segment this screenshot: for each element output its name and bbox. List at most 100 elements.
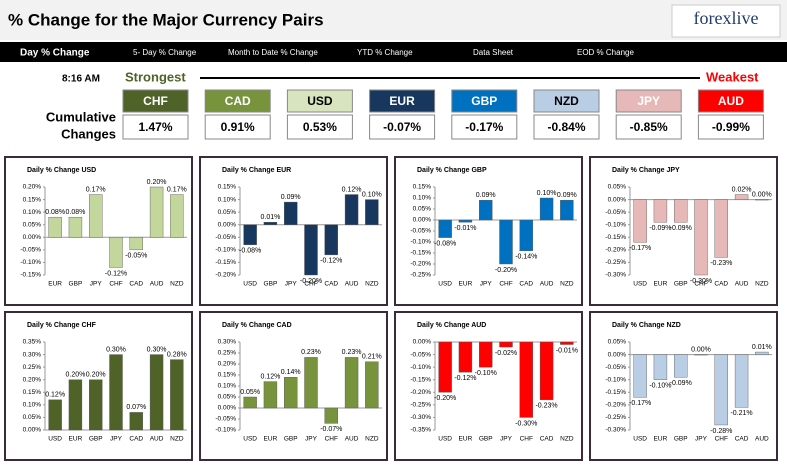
value-label: -0.20% [434, 395, 456, 402]
tab[interactable]: 5- Day % Change [133, 48, 197, 57]
value-label: 0.20% [86, 372, 106, 379]
value-label: -0.20% [300, 278, 322, 285]
currency-name: NZD [554, 94, 579, 108]
x-tick-label: GBP [69, 281, 83, 288]
y-tick-label: -0.30% [605, 427, 626, 434]
value-label: 0.12% [45, 392, 65, 399]
y-tick-label: -0.15% [410, 376, 431, 383]
currency-name: GBP [471, 94, 497, 108]
bar [539, 197, 554, 221]
bar [48, 399, 62, 431]
x-tick-label: EUR [654, 436, 668, 443]
bar [129, 237, 143, 251]
y-tick-label: -0.20% [605, 402, 626, 409]
currency-change-box [615, 114, 682, 140]
bar [560, 199, 574, 221]
bar [344, 194, 359, 225]
value-label: 0.30% [106, 346, 126, 353]
x-tick-label: AUD [150, 281, 164, 288]
bar [170, 359, 184, 431]
y-tick-label: 0.00% [218, 221, 237, 228]
chart-title: Daily % Change AUD [417, 322, 486, 329]
row-label: Cumulative [46, 109, 116, 124]
tab-bar [0, 42, 787, 62]
bar [519, 219, 533, 251]
x-tick-label: NZD [365, 281, 379, 288]
y-tick-label: 0.35% [23, 339, 42, 346]
value-label: 0.09% [476, 192, 496, 199]
x-tick-label: CAD [735, 436, 749, 443]
x-tick-label: USD [243, 281, 257, 288]
currency-name: EUR [389, 94, 415, 108]
x-tick-label: GBP [674, 436, 688, 443]
bar [653, 354, 668, 380]
y-tick-label: 0.00% [218, 405, 237, 412]
chart-title: Daily % Change GBP [417, 167, 487, 174]
value-label: 0.14% [281, 369, 301, 376]
tab[interactable]: Month to Date % Change [228, 48, 318, 57]
bar [304, 224, 318, 276]
chart-title: Daily % Change USD [27, 167, 96, 174]
value-label: -0.08% [239, 248, 261, 255]
tab[interactable]: Day % Change [20, 48, 90, 59]
x-tick-label: JPY [90, 281, 103, 288]
currency-name: AUD [718, 94, 744, 108]
bar [89, 379, 103, 431]
chart-panel [589, 156, 778, 306]
x-tick-label: JPY [305, 436, 318, 443]
y-tick-label: -0.10% [410, 364, 431, 371]
value-label: -0.01% [454, 225, 476, 232]
chart-panel [394, 156, 583, 306]
bar [633, 354, 647, 398]
currency-change: -0.07% [383, 120, 421, 134]
currency-header [451, 89, 518, 113]
x-tick-label: USD [243, 436, 257, 443]
bar [674, 354, 688, 378]
currency-header [697, 89, 764, 113]
x-tick-label: AUD [345, 281, 359, 288]
bar [324, 407, 338, 424]
value-label: 0.10% [362, 191, 382, 198]
currency-name: CHF [143, 94, 168, 108]
x-tick-label: JPY [480, 281, 493, 288]
y-tick-label: 0.10% [218, 196, 237, 203]
value-label: 0.20% [147, 179, 167, 186]
y-tick-label: 0.05% [413, 206, 432, 213]
x-tick-label: NZD [755, 281, 769, 288]
y-tick-label: 0.15% [23, 196, 42, 203]
tab[interactable]: EOD % Change [577, 48, 634, 57]
x-tick-label: AUD [150, 436, 164, 443]
x-tick-label: EUR [48, 281, 62, 288]
chart-title: Daily % Change EUR [222, 167, 291, 174]
bar [694, 354, 708, 356]
y-tick-label: 0.10% [218, 383, 237, 390]
y-tick-label: 0.00% [413, 339, 432, 346]
value-label: -0.07% [320, 426, 342, 433]
x-tick-label: CAD [129, 436, 143, 443]
x-tick-label: AUD [735, 281, 749, 288]
value-label: -0.20% [495, 267, 517, 274]
bar [284, 377, 298, 409]
tab[interactable]: YTD % Change [357, 48, 413, 57]
currency-change-box [697, 114, 764, 140]
page-title: % Change for the Major Currency Pairs [8, 10, 324, 29]
y-tick-label: 0.05% [23, 414, 42, 421]
time: 8:16 AM [62, 74, 100, 85]
currency-name: USD [307, 94, 333, 108]
x-tick-label: EUR [264, 436, 278, 443]
y-tick-label: -0.20% [410, 261, 431, 268]
bar [499, 219, 513, 265]
bar [109, 237, 123, 268]
currency-header [286, 89, 353, 113]
y-tick-label: -0.05% [20, 247, 41, 254]
y-tick-label: 0.00% [608, 196, 627, 203]
currency-name: CAD [225, 94, 251, 108]
bar [734, 354, 749, 408]
weakest-label: Weakest [706, 69, 759, 84]
value-label: 0.09% [281, 194, 301, 201]
x-tick-label: AUD [755, 436, 769, 443]
value-label: 0.17% [167, 186, 187, 193]
value-label: 0.09% [557, 192, 577, 199]
tab[interactable]: Data Sheet [473, 48, 514, 57]
currency-change: 1.47% [138, 120, 172, 134]
